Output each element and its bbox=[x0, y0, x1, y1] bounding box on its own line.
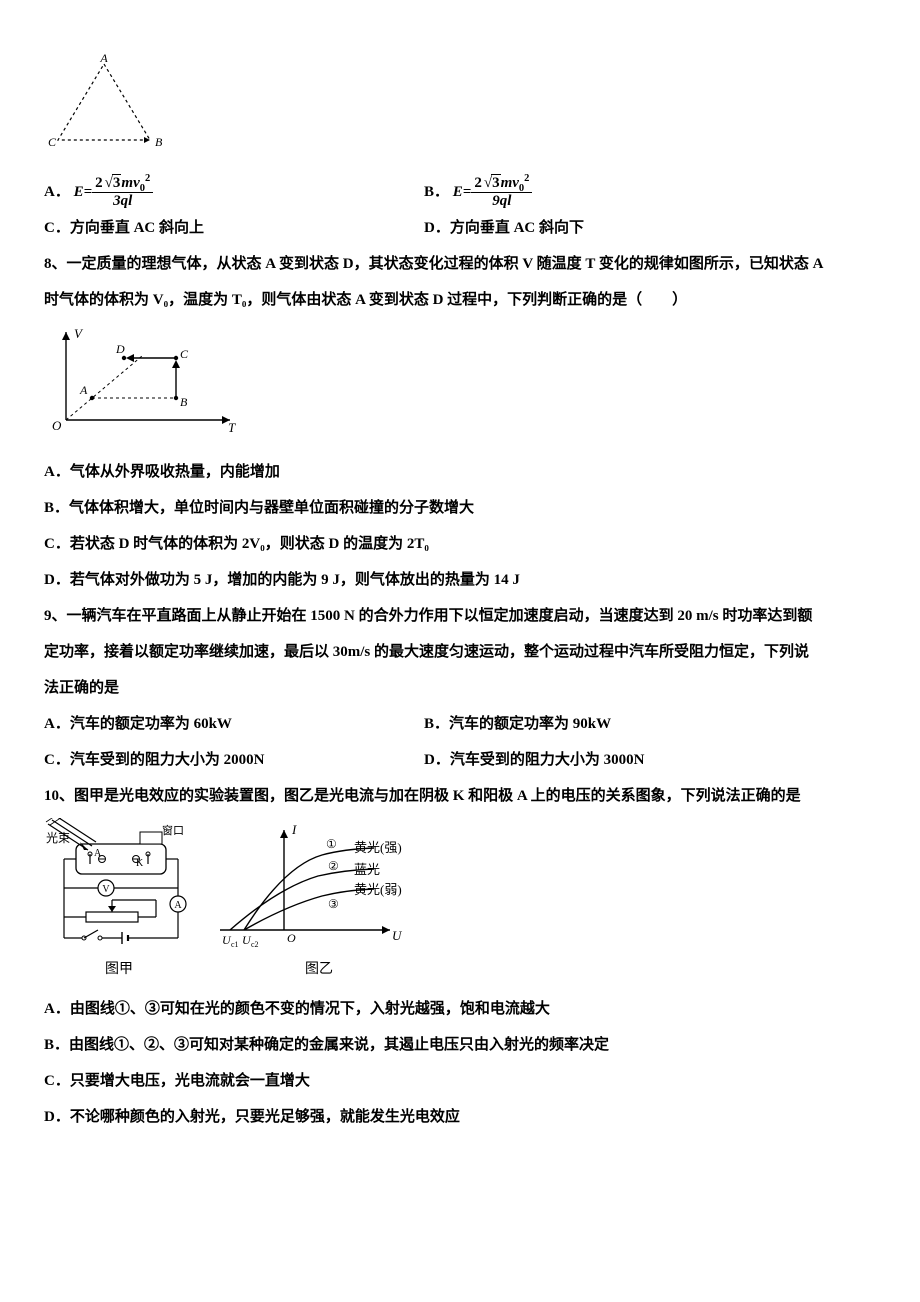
q7-optA-m: m bbox=[121, 175, 133, 191]
q8-stem-line1: 8、一定质量的理想气体，从状态 A 变到状态 D，其状态变化过程的体积 V 随温… bbox=[44, 246, 876, 282]
svg-text:窗口: 窗口 bbox=[162, 823, 184, 837]
q7-optB-eqleft: E= bbox=[453, 184, 472, 200]
q7-optB-rad: 3 bbox=[491, 174, 501, 192]
svg-text:黄光(强): 黄光(强) bbox=[354, 840, 402, 855]
q7-optA-den: 3ql bbox=[92, 193, 153, 210]
svg-text:A: A bbox=[174, 900, 182, 911]
q7-optB-den: 9ql bbox=[471, 193, 532, 210]
svg-text:O: O bbox=[52, 418, 62, 433]
svg-text:V: V bbox=[74, 326, 84, 341]
fig-jia-svg: A K A V bbox=[44, 818, 194, 953]
q7-optA-sup: 2 bbox=[145, 173, 150, 184]
q8-option-c: C．若状态 D 时气体的体积为 2V₀，则状态 D 的温度为 2T₀ bbox=[44, 526, 876, 562]
svg-text:c2: c2 bbox=[251, 940, 259, 949]
svg-text:B: B bbox=[180, 395, 188, 409]
q7-optB-sup: 2 bbox=[524, 173, 529, 184]
svg-text:V: V bbox=[102, 884, 110, 895]
q8-option-a: A．气体从外界吸收热量，内能增加 bbox=[44, 454, 876, 490]
triangle-svg: A B C bbox=[44, 54, 164, 154]
q9-option-c: C．汽车受到的阻力大小为 2000N bbox=[44, 742, 424, 778]
q7-option-b: B． E= 23mv02 9ql bbox=[424, 174, 876, 210]
q8-option-d: D．若气体对外做功为 5 J，增加的内能为 9 J，则气体放出的热量为 14 J bbox=[44, 562, 876, 598]
q7-optA-eqleft: E= bbox=[74, 184, 93, 200]
q9-option-b: B．汽车的额定功率为 90kW bbox=[424, 706, 876, 742]
svg-text:K: K bbox=[136, 858, 144, 869]
svg-text:A: A bbox=[94, 848, 102, 859]
fig-yi-caption: 图乙 bbox=[305, 953, 333, 987]
fig-jia-caption: 图甲 bbox=[105, 953, 133, 987]
svg-text:A: A bbox=[79, 383, 88, 397]
svg-text:c1: c1 bbox=[231, 940, 239, 949]
q7-optB-coeff: 2 bbox=[474, 175, 482, 191]
svg-text:A: A bbox=[99, 54, 108, 65]
q7-optB-frac: 23mv02 9ql bbox=[471, 174, 532, 209]
q10-option-c: C．只要增大电压，光电流就会一直增大 bbox=[44, 1063, 876, 1099]
svg-text:T: T bbox=[228, 420, 236, 434]
q7-option-c: C．方向垂直 AC 斜向上 bbox=[44, 210, 424, 246]
q8-vt-figure: V T O A B C D bbox=[44, 324, 876, 448]
svg-text:光束: 光束 bbox=[46, 831, 70, 845]
svg-text:C: C bbox=[48, 135, 57, 149]
q10-option-d: D．不论哪种颜色的入射光，只要光足够强，就能发生光电效应 bbox=[44, 1099, 876, 1135]
svg-text:B: B bbox=[155, 135, 163, 149]
q9-option-a: A．汽车的额定功率为 60kW bbox=[44, 706, 424, 742]
q10-stem: 10、图甲是光电效应的实验装置图，图乙是光电流与加在阴极 K 和阳极 A 上的电… bbox=[44, 778, 876, 814]
svg-text:①: ① bbox=[326, 837, 337, 851]
q7-optB-prefix: B． bbox=[424, 184, 449, 200]
svg-text:黄光(弱): 黄光(弱) bbox=[354, 882, 402, 897]
svg-text:②: ② bbox=[328, 859, 339, 873]
q10-figures: A K A V bbox=[44, 818, 876, 987]
q7-optA-v: v bbox=[133, 175, 140, 191]
q9-stem-line3: 法正确的是 bbox=[44, 670, 876, 706]
q7-options-row1: A． E= 23mv02 3ql B． E= 23mv02 9ql bbox=[44, 174, 876, 210]
svg-text:③: ③ bbox=[328, 897, 339, 911]
svg-text:蓝光: 蓝光 bbox=[354, 862, 380, 877]
q7-optA-prefix: A． bbox=[44, 184, 70, 200]
q8-option-b: B．气体体积增大，单位时间内与器壁单位面积碰撞的分子数增大 bbox=[44, 490, 876, 526]
q10-option-b: B．由图线①、②、③可知对某种确定的金属来说，其遏止电压只由入射光的频率决定 bbox=[44, 1027, 876, 1063]
q7-options-row2: C．方向垂直 AC 斜向上 D．方向垂直 AC 斜向下 bbox=[44, 210, 876, 246]
q7-option-d: D．方向垂直 AC 斜向下 bbox=[424, 210, 876, 246]
q7-optB-v: v bbox=[512, 175, 519, 191]
q9-options-row2: C．汽车受到的阻力大小为 2000N D．汽车受到的阻力大小为 3000N bbox=[44, 742, 876, 778]
svg-text:C: C bbox=[180, 347, 189, 361]
q10-fig-yi: I U O U c1 U c2 ① ② ③ 黄光(强) 蓝光 黄光(弱) 图乙 bbox=[214, 818, 424, 987]
q9-options-row1: A．汽车的额定功率为 60kW B．汽车的额定功率为 90kW bbox=[44, 706, 876, 742]
q7-optB-sub: 0 bbox=[519, 183, 524, 194]
q9-stem-line2: 定功率，接着以额定功率继续加速，最后以 30m/s 的最大速度匀速运动，整个运动… bbox=[44, 634, 876, 670]
q9-option-d: D．汽车受到的阻力大小为 3000N bbox=[424, 742, 876, 778]
svg-text:I: I bbox=[291, 822, 297, 837]
q7-optA-coeff: 2 bbox=[95, 175, 103, 191]
q7-optA-frac: 23mv02 3ql bbox=[92, 174, 153, 209]
fig-yi-svg: I U O U c1 U c2 ① ② ③ 黄光(强) 蓝光 黄光(弱) bbox=[214, 818, 424, 953]
q10-option-a: A．由图线①、③可知在光的颜色不变的情况下，入射光越强，饱和电流越大 bbox=[44, 991, 876, 1027]
svg-text:D: D bbox=[115, 342, 125, 356]
svg-text:U: U bbox=[392, 928, 403, 943]
q7-optA-rad: 3 bbox=[112, 174, 122, 192]
q8-stem-line2: 时气体的体积为 V₀，温度为 T₀，则气体由状态 A 变到状态 D 过程中，下列… bbox=[44, 282, 876, 318]
vt-svg: V T O A B C D bbox=[44, 324, 239, 434]
q10-fig-jia: A K A V bbox=[44, 818, 194, 987]
q7-option-a: A． E= 23mv02 3ql bbox=[44, 174, 424, 210]
svg-text:O: O bbox=[287, 931, 296, 945]
q7-optB-m: m bbox=[501, 175, 513, 191]
q7-triangle-figure: A B C bbox=[44, 54, 876, 168]
q7-optA-sub: 0 bbox=[140, 183, 145, 194]
q9-stem-line1: 9、一辆汽车在平直路面上从静止开始在 1500 N 的合外力作用下以恒定加速度启… bbox=[44, 598, 876, 634]
